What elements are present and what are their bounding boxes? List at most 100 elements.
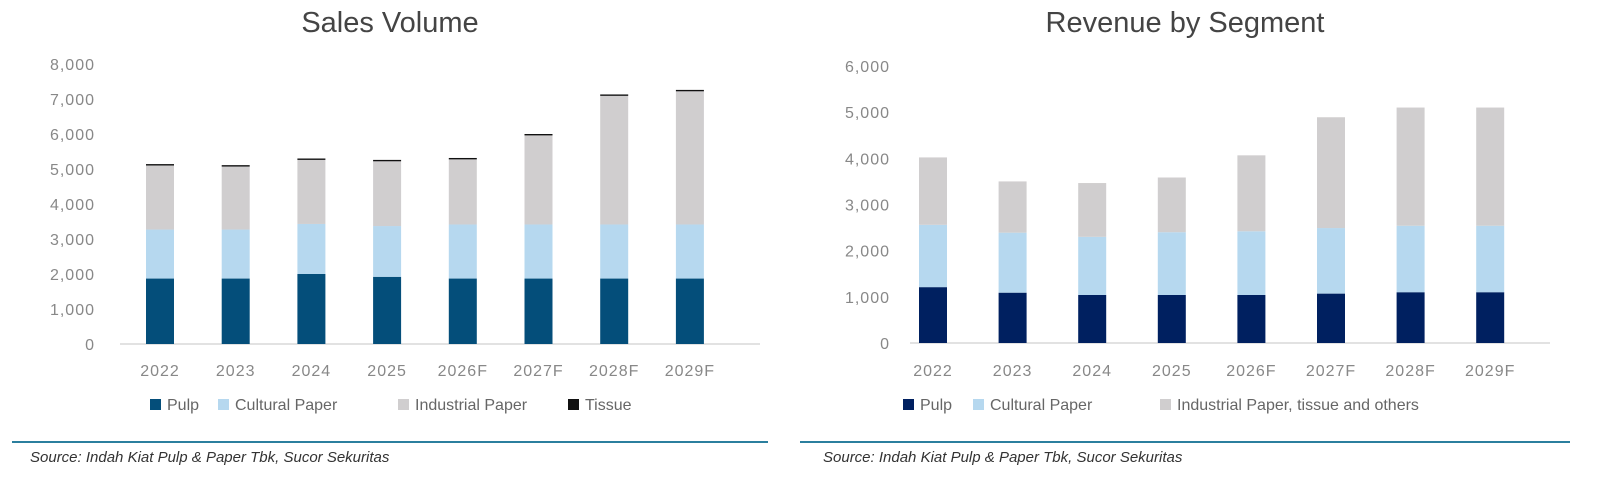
bar-pulp-2028F <box>1396 292 1425 343</box>
y-tick-label: 2,000 <box>845 244 890 261</box>
x-tick-label: 2025 <box>1152 363 1192 380</box>
x-tick-label: 2028F <box>589 363 639 380</box>
source-note-right: Source: Indah Kiat Pulp & Paper Tbk, Suc… <box>823 449 1183 466</box>
x-tick-label: 2029F <box>665 363 715 380</box>
legend-swatch <box>218 399 229 410</box>
bar-cultural-paper-2022 <box>919 224 947 288</box>
bar-cultural-paper-2027F <box>524 224 553 279</box>
bar-industrial-paper-tissue-and-others-2024 <box>1078 183 1107 237</box>
x-tick-label: 2024 <box>1072 363 1112 380</box>
bar-cultural-paper-2023 <box>998 232 1027 293</box>
y-tick-label: 2,000 <box>50 267 95 284</box>
bar-cultural-paper-2023 <box>221 229 250 279</box>
bar-pulp-2029F <box>1476 292 1505 343</box>
bar-tissue-2027F <box>524 134 553 136</box>
x-tick-label: 2022 <box>140 363 180 380</box>
chart-title: Revenue by Segment <box>1046 7 1325 39</box>
legend-label: Industrial Paper <box>415 397 528 414</box>
bar-industrial-paper-tissue-and-others-2027F <box>1317 117 1345 229</box>
bar-cultural-paper-2029F <box>675 224 704 279</box>
y-tick-label: 4,000 <box>50 197 95 214</box>
bar-pulp-2027F <box>1317 293 1345 343</box>
bar-tissue-2029F <box>675 89 704 92</box>
bar-industrial-paper-tissue-and-others-2025 <box>1157 177 1186 233</box>
y-tick-label: 5,000 <box>845 105 890 122</box>
bar-cultural-paper-2026F <box>1237 231 1266 295</box>
bar-industrial-paper-2029F <box>675 91 704 225</box>
legend-label: Pulp <box>920 397 952 414</box>
x-tick-label: 2028F <box>1385 363 1435 380</box>
x-tick-label: 2024 <box>292 363 332 380</box>
y-tick-label: 4,000 <box>845 151 890 168</box>
bar-pulp-2025 <box>1157 294 1186 343</box>
legend-label: Cultural Paper <box>990 397 1093 414</box>
legend-swatch <box>1160 399 1171 410</box>
bar-industrial-paper-tissue-and-others-2026F <box>1237 155 1266 232</box>
bar-industrial-paper-tissue-and-others-2023 <box>998 181 1027 233</box>
bar-pulp-2024 <box>297 274 326 344</box>
source-divider-left <box>12 441 768 443</box>
x-tick-label: 2023 <box>216 363 256 380</box>
bar-industrial-paper-2023 <box>221 166 250 230</box>
y-tick-label: 1,000 <box>845 290 890 307</box>
source-note-left: Source: Indah Kiat Pulp & Paper Tbk, Suc… <box>30 449 390 466</box>
bar-tissue-2022 <box>146 164 174 166</box>
bar-pulp-2023 <box>998 292 1027 343</box>
y-tick-label: 3,000 <box>845 198 890 215</box>
chart-0: Sales Volume 0 1,000 2,000 3,000 4,000 5,000 6,… <box>50 7 760 414</box>
y-tick-label: 0 <box>880 336 890 353</box>
chart-1: Revenue by Segment 0 1,000 2,000 3,000 4,000 5… <box>845 7 1550 414</box>
bar-industrial-paper-tissue-and-others-2029F <box>1476 107 1505 226</box>
legend-label: Tissue <box>585 397 632 414</box>
bar-cultural-paper-2022 <box>146 229 174 279</box>
bar-tissue-2025 <box>373 159 402 162</box>
bar-cultural-paper-2026F <box>448 224 477 279</box>
bar-industrial-paper-2028F <box>600 95 629 225</box>
x-tick-label: 2022 <box>913 363 953 380</box>
bar-pulp-2028F <box>600 278 629 344</box>
bar-tissue-2026F <box>448 157 477 160</box>
bar-cultural-paper-2025 <box>373 226 402 277</box>
legend-swatch <box>903 399 914 410</box>
bar-cultural-paper-2029F <box>1476 225 1505 293</box>
bar-industrial-paper-tissue-and-others-2028F <box>1396 107 1425 226</box>
bar-industrial-paper-2024 <box>297 159 326 224</box>
bar-tissue-2024 <box>297 158 326 160</box>
bar-pulp-2025 <box>373 276 402 344</box>
bar-pulp-2027F <box>524 278 553 344</box>
bar-pulp-2022 <box>919 287 947 343</box>
y-tick-label: 7,000 <box>50 92 95 109</box>
bar-pulp-2023 <box>221 278 250 344</box>
bar-pulp-2024 <box>1078 294 1107 343</box>
x-tick-label: 2026F <box>1226 363 1276 380</box>
x-tick-label: 2029F <box>1465 363 1515 380</box>
bar-cultural-paper-2025 <box>1157 232 1186 295</box>
legend-swatch <box>973 399 984 410</box>
bar-industrial-paper-2022 <box>146 165 174 230</box>
x-tick-label: 2026F <box>438 363 488 380</box>
bar-tissue-2023 <box>221 165 250 167</box>
legend-swatch <box>150 399 161 410</box>
bar-cultural-paper-2024 <box>297 223 326 274</box>
y-tick-label: 0 <box>85 337 95 354</box>
source-divider-right <box>800 441 1570 443</box>
legend-label: Pulp <box>167 397 199 414</box>
x-tick-label: 2023 <box>993 363 1033 380</box>
bar-cultural-paper-2028F <box>1396 225 1425 293</box>
bar-industrial-paper-tissue-and-others-2022 <box>919 157 947 225</box>
bar-pulp-2022 <box>146 278 174 344</box>
x-tick-label: 2027F <box>513 363 563 380</box>
bar-industrial-paper-2026F <box>448 159 477 225</box>
bar-pulp-2026F <box>1237 294 1266 343</box>
bar-pulp-2026F <box>448 278 477 344</box>
chart-title: Sales Volume <box>301 7 478 39</box>
y-tick-label: 6,000 <box>845 59 890 76</box>
x-tick-label: 2027F <box>1306 363 1356 380</box>
bar-industrial-paper-2027F <box>524 135 553 225</box>
legend-label: Industrial Paper, tissue and others <box>1177 397 1419 414</box>
bar-tissue-2028F <box>600 94 629 96</box>
bar-industrial-paper-2025 <box>373 161 402 227</box>
y-tick-label: 1,000 <box>50 302 95 319</box>
bar-cultural-paper-2028F <box>600 224 629 279</box>
